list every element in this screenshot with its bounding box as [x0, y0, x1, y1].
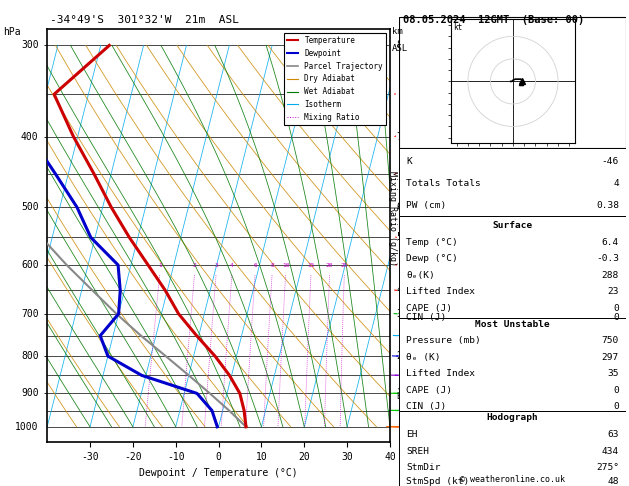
- Text: 800: 800: [21, 351, 38, 361]
- Text: Mixing Ratio (g/kg): Mixing Ratio (g/kg): [388, 171, 397, 266]
- Text: 08.05.2024  12GMT  (Base: 00): 08.05.2024 12GMT (Base: 00): [403, 15, 584, 25]
- Text: 48: 48: [608, 477, 619, 486]
- Text: 6.4: 6.4: [602, 238, 619, 246]
- Text: 20: 20: [326, 262, 333, 268]
- Text: K: K: [406, 157, 412, 166]
- Text: 0: 0: [613, 402, 619, 411]
- Text: StmSpd (kt): StmSpd (kt): [406, 477, 469, 486]
- Text: 275°: 275°: [596, 463, 619, 472]
- Text: 0: 0: [613, 304, 619, 312]
- Text: kt: kt: [454, 23, 462, 32]
- Text: 15: 15: [308, 262, 314, 268]
- Text: 1: 1: [396, 388, 403, 399]
- Text: 8: 8: [270, 262, 274, 268]
- Text: 3: 3: [214, 262, 218, 268]
- Text: 23: 23: [608, 287, 619, 296]
- Text: CIN (J): CIN (J): [406, 402, 447, 411]
- Text: 2: 2: [396, 351, 403, 361]
- Text: 3: 3: [396, 309, 403, 319]
- Text: 6: 6: [253, 262, 257, 268]
- Text: 300: 300: [21, 40, 38, 51]
- Text: 434: 434: [602, 447, 619, 455]
- Text: © weatheronline.co.uk: © weatheronline.co.uk: [460, 474, 565, 484]
- Text: EH: EH: [406, 430, 418, 439]
- Text: θₑ(K): θₑ(K): [406, 271, 435, 279]
- Text: 35: 35: [608, 369, 619, 378]
- Text: -46: -46: [602, 157, 619, 166]
- Text: 0.38: 0.38: [596, 201, 619, 209]
- Text: 25: 25: [341, 262, 348, 268]
- Text: CAPE (J): CAPE (J): [406, 304, 452, 312]
- Text: CIN (J): CIN (J): [406, 313, 447, 322]
- Text: 2: 2: [193, 262, 197, 268]
- Text: 400: 400: [21, 132, 38, 141]
- Text: km: km: [392, 27, 403, 36]
- Text: θₑ (K): θₑ (K): [406, 353, 441, 362]
- Text: 10: 10: [282, 262, 289, 268]
- Text: 297: 297: [602, 353, 619, 362]
- Text: PW (cm): PW (cm): [406, 201, 447, 209]
- Text: StmDir: StmDir: [406, 463, 441, 472]
- Text: 8: 8: [396, 40, 403, 51]
- Text: ASL: ASL: [392, 44, 408, 53]
- Text: 4: 4: [396, 285, 403, 295]
- Bar: [399, 216, 626, 318]
- Text: Lifted Index: Lifted Index: [406, 369, 475, 378]
- Text: SREH: SREH: [406, 447, 429, 455]
- Text: 500: 500: [21, 202, 38, 212]
- Text: 1000: 1000: [15, 422, 38, 432]
- Text: LCL: LCL: [396, 392, 410, 401]
- Text: Pressure (mb): Pressure (mb): [406, 336, 481, 345]
- Text: 0: 0: [613, 386, 619, 395]
- Text: Temp (°C): Temp (°C): [406, 238, 458, 246]
- Text: 0: 0: [613, 313, 619, 322]
- Bar: [399, 411, 626, 486]
- Text: Totals Totals: Totals Totals: [406, 179, 481, 188]
- Text: 4: 4: [613, 179, 619, 188]
- Text: Lifted Index: Lifted Index: [406, 287, 475, 296]
- Text: Hodograph: Hodograph: [487, 414, 538, 422]
- Text: 5: 5: [396, 232, 403, 243]
- Text: hPa: hPa: [3, 27, 21, 37]
- Text: 900: 900: [21, 388, 38, 399]
- Text: 288: 288: [602, 271, 619, 279]
- Text: 1: 1: [158, 262, 162, 268]
- Bar: [399, 148, 626, 216]
- X-axis label: Dewpoint / Temperature (°C): Dewpoint / Temperature (°C): [139, 468, 298, 478]
- Text: -34°49'S  301°32'W  21m  ASL: -34°49'S 301°32'W 21m ASL: [50, 15, 239, 25]
- Text: 750: 750: [602, 336, 619, 345]
- Text: 700: 700: [21, 309, 38, 319]
- Text: 7: 7: [396, 132, 403, 141]
- Text: -0.3: -0.3: [596, 254, 619, 263]
- Text: 6: 6: [396, 202, 403, 212]
- Text: Dewp (°C): Dewp (°C): [406, 254, 458, 263]
- Text: 600: 600: [21, 260, 38, 270]
- Bar: [399, 318, 626, 411]
- Text: 63: 63: [608, 430, 619, 439]
- Text: Most Unstable: Most Unstable: [476, 320, 550, 329]
- Text: CAPE (J): CAPE (J): [406, 386, 452, 395]
- Legend: Temperature, Dewpoint, Parcel Trajectory, Dry Adiabat, Wet Adiabat, Isotherm, Mi: Temperature, Dewpoint, Parcel Trajectory…: [284, 33, 386, 125]
- Text: 4: 4: [230, 262, 234, 268]
- Text: Surface: Surface: [493, 221, 533, 230]
- Bar: [399, 17, 626, 148]
